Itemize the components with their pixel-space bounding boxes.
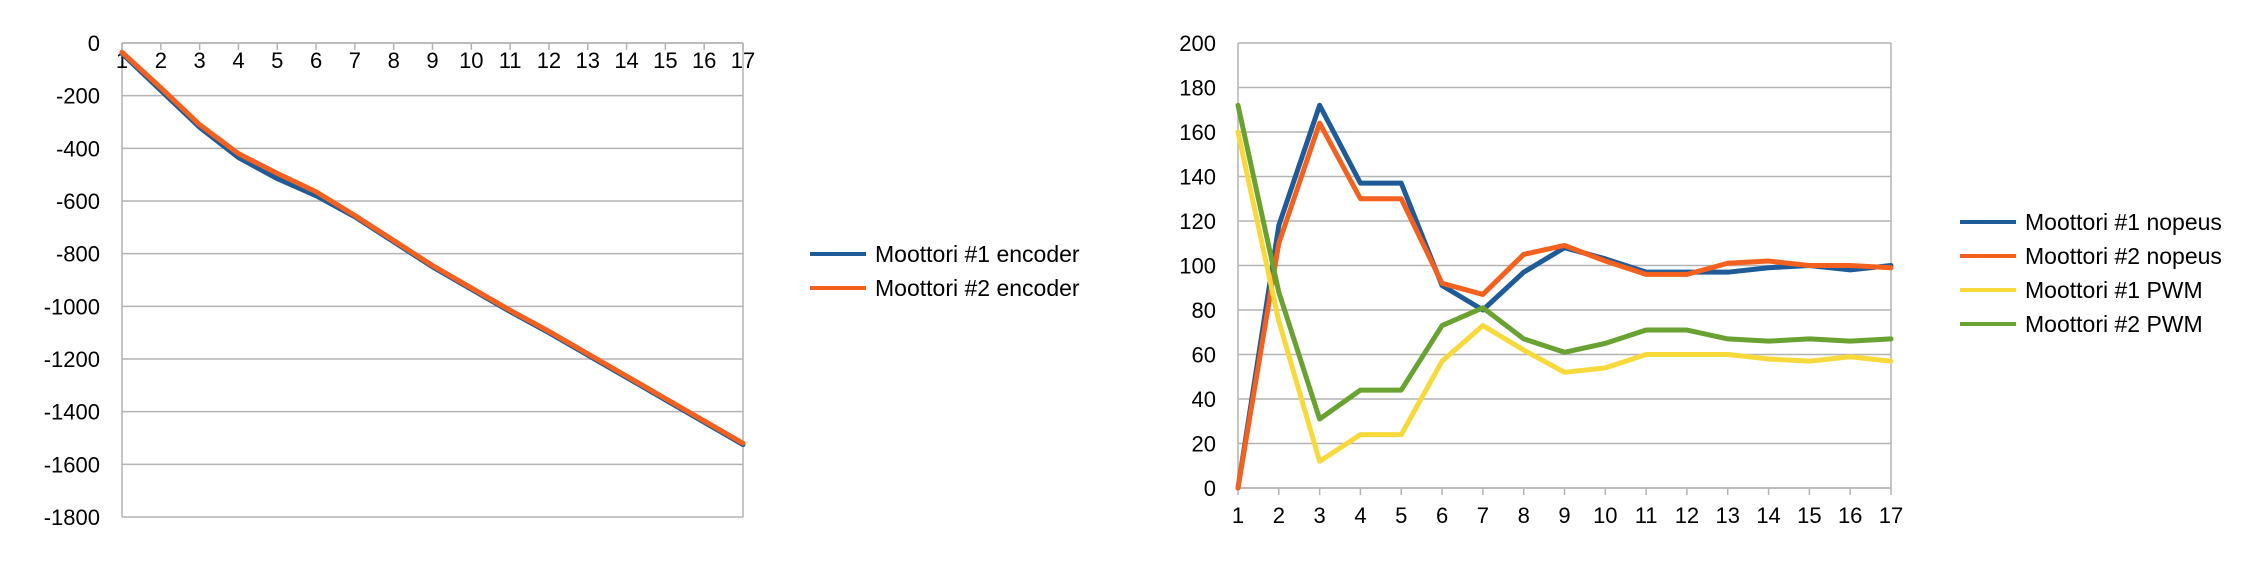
- series-line-moottori-2-encoder: [119, 49, 746, 446]
- x-tick-label: 12: [537, 48, 561, 73]
- y-tick-label: -1000: [44, 294, 100, 319]
- y-tick-label: -1800: [44, 505, 100, 530]
- series-line-moottori-2-pwm: [1235, 102, 1894, 422]
- y-tick-label: 20: [1192, 432, 1216, 457]
- x-tick-label: 11: [499, 48, 522, 73]
- y-tick-label: 40: [1192, 387, 1216, 412]
- legend-label-moottori-1-pwm: Moottori #1 PWM: [2025, 277, 2203, 303]
- x-tick-label: 4: [232, 48, 244, 73]
- x-tick-label: 7: [1477, 503, 1489, 528]
- x-tick-label: 2: [1273, 503, 1285, 528]
- x-tick-label: 1: [1232, 503, 1244, 528]
- y-tick-label: -200: [56, 84, 100, 109]
- x-tick-label: 7: [349, 48, 361, 73]
- legend-label-moottori-2-encoder: Moottori #2 encoder: [875, 275, 1080, 301]
- y-tick-label: 160: [1179, 120, 1216, 145]
- x-tick-label: 6: [1436, 503, 1448, 528]
- x-tick-label: 3: [1314, 503, 1326, 528]
- x-tick-label: 2: [155, 48, 167, 73]
- series-line-moottori-1-nopeus: [1235, 102, 1894, 491]
- y-tick-label: 120: [1179, 209, 1216, 234]
- x-tick-label: 17: [1879, 503, 1903, 528]
- x-tick-label: 15: [653, 48, 677, 73]
- y-tick-label: 80: [1192, 298, 1216, 323]
- x-tick-label: 16: [1838, 503, 1862, 528]
- y-tick-label: 200: [1179, 31, 1216, 56]
- x-tick-label: 10: [1593, 503, 1617, 528]
- x-tick-label: 17: [731, 48, 755, 73]
- series-line-moottori-2-nopeus: [1235, 120, 1894, 491]
- y-tick-label: 60: [1192, 343, 1216, 368]
- x-tick-label: 12: [1675, 503, 1699, 528]
- y-tick-label: -1400: [44, 400, 100, 425]
- x-tick-label: 9: [1558, 503, 1570, 528]
- x-tick-label: 5: [1395, 503, 1407, 528]
- x-tick-label: 10: [459, 48, 483, 73]
- legend-label-moottori-2-pwm: Moottori #2 PWM: [2025, 311, 2203, 337]
- x-tick-label: 5: [271, 48, 283, 73]
- x-tick-label: 15: [1797, 503, 1821, 528]
- legend-label-moottori-2-nopeus: Moottori #2 nopeus: [2025, 243, 2222, 269]
- y-tick-label: -800: [56, 242, 100, 267]
- x-tick-label: 8: [1518, 503, 1530, 528]
- y-tick-label: 0: [88, 31, 100, 56]
- encoder-chart: 0 -200 -400 -600 -800 -1000 -1200 -1400 -1600 -18…: [44, 31, 1080, 530]
- x-tick-label: 14: [614, 48, 638, 73]
- legend: Moottori #1 nopeus Moottori #2 nopeus Moot…: [1960, 209, 2222, 337]
- y-tick-label: -600: [56, 189, 100, 214]
- y-tick-label: 180: [1179, 76, 1216, 101]
- y-tick-label: -1600: [44, 452, 100, 477]
- y-tick-label: 140: [1179, 165, 1216, 190]
- x-tick-label: 16: [692, 48, 716, 73]
- x-tick-label: 6: [310, 48, 322, 73]
- x-tick-label: 14: [1756, 503, 1780, 528]
- x-tick-label: 9: [426, 48, 438, 73]
- series-line-moottori-1-encoder: [119, 51, 746, 448]
- x-tick-label: 13: [576, 48, 600, 73]
- x-tick-label: 8: [388, 48, 400, 73]
- legend-label-moottori-1-nopeus: Moottori #1 nopeus: [2025, 209, 2222, 235]
- y-tick-label: -400: [56, 136, 100, 161]
- x-tick-label: 11: [1635, 503, 1658, 528]
- y-tick-label: 100: [1179, 254, 1216, 279]
- legend-label-moottori-1-encoder: Moottori #1 encoder: [875, 241, 1080, 267]
- x-tick-label: 4: [1354, 503, 1366, 528]
- y-tick-label: -1200: [44, 347, 100, 372]
- x-tick-label: 13: [1716, 503, 1740, 528]
- y-tick-label: 0: [1204, 476, 1216, 501]
- series-line-moottori-1-pwm: [1235, 129, 1894, 464]
- x-tick-label: 3: [194, 48, 206, 73]
- legend: Moottori #1 encoder Moottori #2 encoder: [810, 241, 1080, 301]
